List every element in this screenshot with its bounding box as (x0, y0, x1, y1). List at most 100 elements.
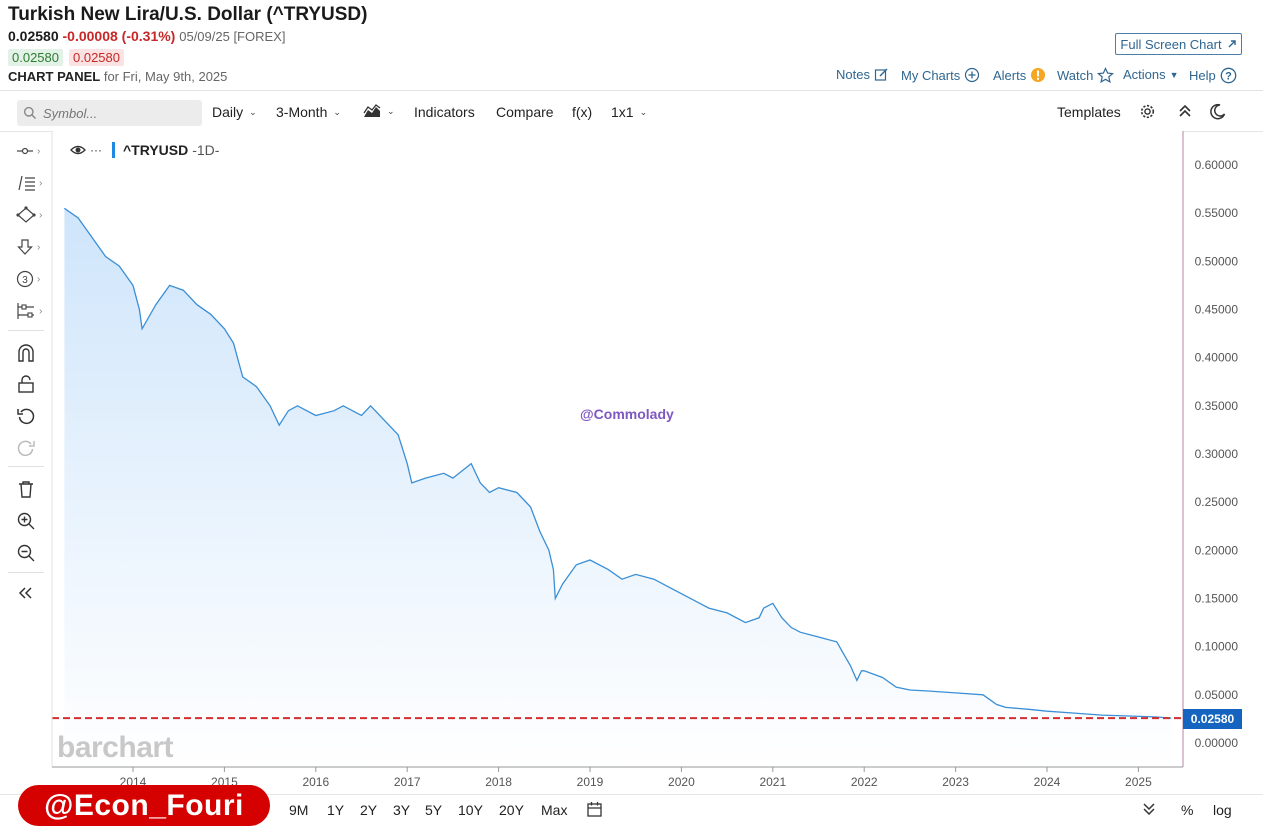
period-5y[interactable]: 5Y (425, 802, 443, 818)
help-button[interactable]: Help ? (1189, 67, 1237, 84)
y-tick-label: 0.35000 (1195, 399, 1239, 413)
expand-arrow: › (39, 209, 43, 221)
zoom-in-icon (17, 512, 35, 530)
templates-button[interactable]: Templates (1057, 104, 1121, 120)
period-3y[interactable]: 3Y (393, 802, 411, 818)
svg-text:?: ? (1225, 71, 1232, 83)
econ-fouri-badge: @Econ_Fouri (18, 785, 270, 826)
caret-down-icon: ▼ (1169, 69, 1179, 80)
x-tick-label: 2022 (851, 775, 878, 789)
y-tick-label: 0.10000 (1195, 640, 1239, 654)
series-interval: -1D- (192, 142, 220, 158)
symbol-input[interactable] (43, 105, 193, 121)
line-tool[interactable]: › (16, 138, 46, 164)
series-legend[interactable]: ··· ^TRYUSD -1D- (70, 142, 219, 158)
y-tick-label: 0.45000 (1195, 303, 1239, 317)
chart-panel-label: CHART PANEL (8, 69, 101, 84)
layout-label: 1x1 (611, 104, 634, 120)
percent-toggle[interactable]: % (1181, 802, 1194, 818)
delete-button[interactable] (16, 476, 46, 502)
layout-select[interactable]: 1x1 ⌄ (611, 104, 647, 120)
x-axis-ticks: 2014 2015 2016 2017 2018 2019 2020 2021 2022 2023… (120, 767, 1152, 789)
unlock-icon (18, 375, 34, 393)
settings-button[interactable] (1139, 103, 1156, 120)
price-chart[interactable]: 0.60000 0.55000 0.50000 0.45000 0.40000 0.350… (0, 131, 1263, 795)
help-label: Help (1189, 68, 1216, 83)
expand-arrow: › (37, 273, 41, 285)
redo-button[interactable] (16, 435, 46, 461)
pencil-icon (874, 68, 888, 81)
ask-price: 0.02580 (69, 49, 124, 66)
period-2y[interactable]: 2Y (360, 802, 378, 818)
x-tick-label: 2020 (668, 775, 695, 789)
shape-icon (16, 206, 36, 223)
watch-label: Watch (1057, 68, 1094, 83)
period-10y[interactable]: 10Y (458, 802, 483, 818)
actions-menu[interactable]: Actions ▼ (1123, 67, 1179, 82)
panel-date: for Fri, May 9th, 2025 (103, 69, 228, 84)
trash-icon (19, 481, 33, 498)
scroll-end-button[interactable] (1142, 801, 1156, 822)
period-20y[interactable]: 20Y (499, 802, 524, 818)
x-tick-label: 2017 (394, 775, 421, 789)
chevron-down-icon: ⌄ (333, 106, 341, 117)
collapse-header-button[interactable] (1178, 103, 1192, 119)
alert-icon (1031, 68, 1046, 82)
undo-button[interactable] (16, 403, 46, 429)
zoom-out-button[interactable] (16, 540, 46, 566)
measure-tool[interactable]: › (16, 298, 46, 324)
period-1y[interactable]: 1Y (327, 802, 345, 818)
search-icon (23, 106, 37, 120)
period-max[interactable]: Max (541, 802, 568, 818)
expand-arrow: › (37, 241, 41, 253)
arrow-tool[interactable]: › (16, 234, 46, 260)
expand-arrow-icon (1228, 40, 1236, 48)
lock-tool[interactable] (16, 371, 46, 397)
log-toggle[interactable]: log (1213, 802, 1232, 818)
more-options-icon[interactable]: ··· (90, 143, 102, 157)
indicators-button[interactable]: Indicators (414, 104, 475, 120)
my-charts-button[interactable]: My Charts (901, 67, 980, 83)
date-range-button[interactable] (587, 801, 602, 822)
y-tick-label: 0.25000 (1195, 495, 1239, 509)
magnet-tool[interactable] (16, 340, 46, 366)
watch-button[interactable]: Watch (1057, 67, 1115, 84)
zoom-in-button[interactable] (16, 508, 46, 534)
chevron-down-icon: ⌄ (639, 106, 648, 117)
collapse-tools-button[interactable] (16, 580, 46, 606)
fib-tool[interactable]: › (16, 170, 46, 196)
zoom-out-icon (17, 544, 35, 562)
fx-button[interactable]: f(x) (572, 104, 593, 120)
expand-arrow: › (39, 177, 43, 189)
x-tick-label: 2024 (1034, 775, 1061, 789)
period-9m[interactable]: 9M (289, 802, 309, 818)
y-tick-label: 0.30000 (1195, 447, 1239, 461)
x-tick-label: 2023 (942, 775, 969, 789)
symbol-search[interactable] (17, 100, 202, 126)
notes-button[interactable]: Notes (836, 67, 889, 82)
chart-type-select[interactable]: ⌄ (363, 104, 395, 118)
compare-button[interactable]: Compare (496, 104, 554, 120)
range-select[interactable]: 3-Month ⌄ (276, 104, 341, 120)
line-segment-icon (17, 147, 33, 155)
interval-select[interactable]: Daily ⌄ (212, 104, 257, 120)
dark-mode-toggle[interactable] (1209, 103, 1226, 120)
watermark: @Commolady (580, 406, 674, 422)
y-tick-label: 0.00000 (1195, 736, 1239, 750)
arrow-down-icon (17, 239, 33, 255)
full-screen-chart-button[interactable]: Full Screen Chart (1115, 33, 1242, 55)
range-label: 3-Month (276, 104, 328, 120)
barchart-logo: barchart (57, 731, 174, 764)
tool-divider (8, 330, 44, 331)
number-tool[interactable]: 3 › (16, 266, 46, 292)
alerts-button[interactable]: Alerts (993, 67, 1046, 83)
magnet-icon (18, 344, 34, 362)
my-charts-label: My Charts (901, 67, 961, 83)
double-chevron-up-icon (1179, 104, 1191, 117)
y-axis-ticks: 0.60000 0.55000 0.50000 0.45000 0.40000 0.350… (1195, 158, 1239, 750)
moon-icon (1210, 103, 1226, 120)
series-line (64, 207, 1172, 719)
shape-tool[interactable]: › (16, 202, 46, 228)
x-tick-label: 2021 (759, 775, 786, 789)
x-tick-label: 2018 (485, 775, 512, 789)
